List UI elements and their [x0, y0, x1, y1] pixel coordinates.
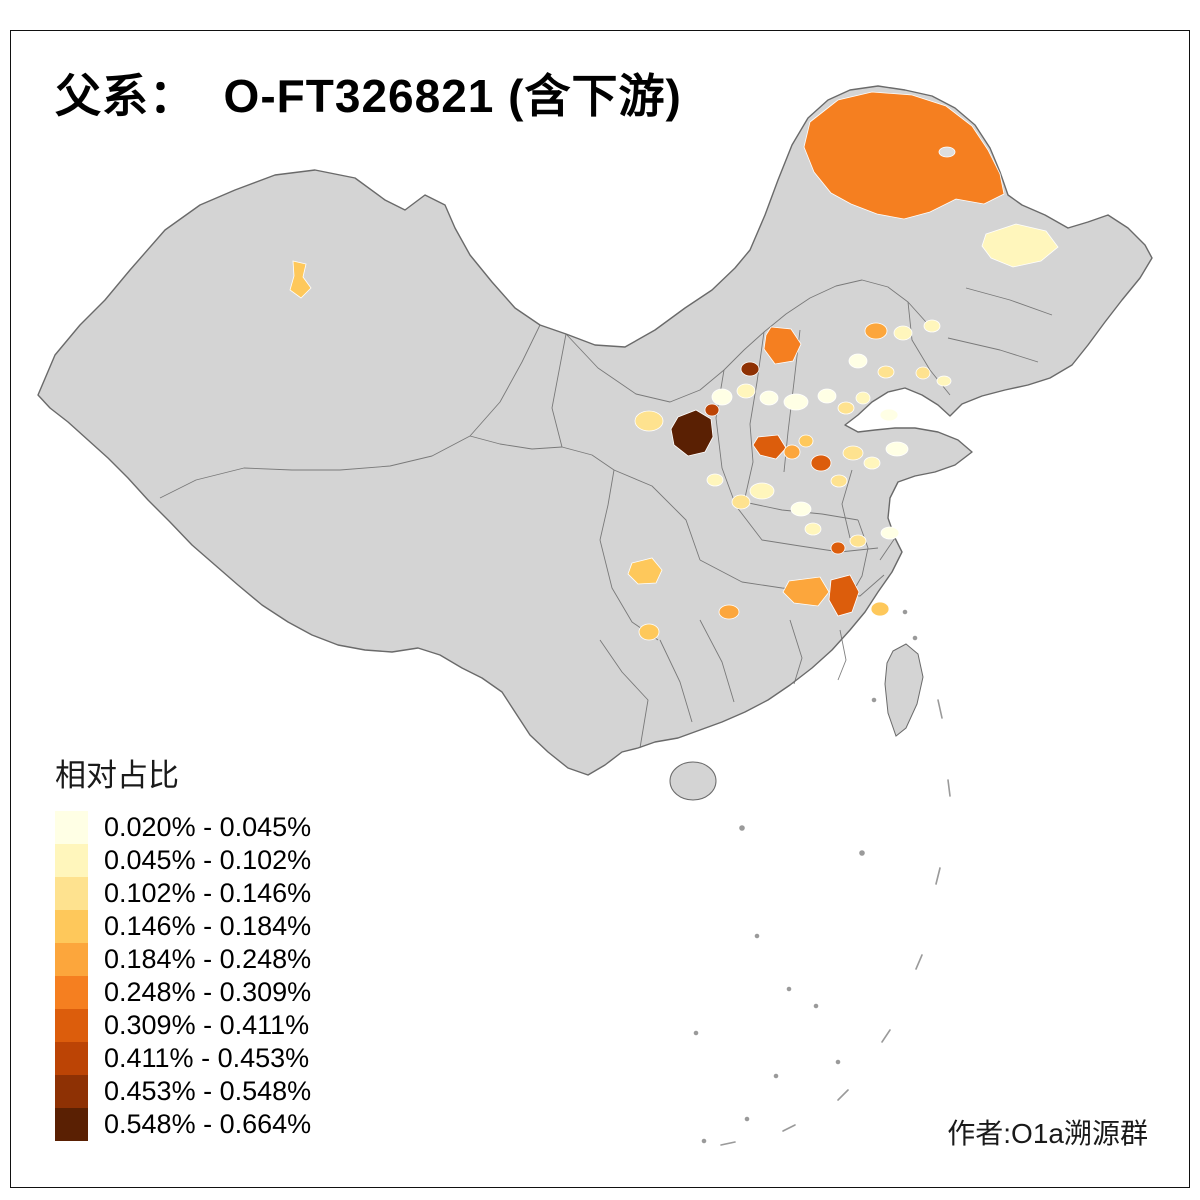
legend-label: 0.102% - 0.146%	[104, 878, 312, 908]
hainan-island	[669, 761, 717, 801]
legend: 相对占比 0.020% - 0.045% 0.045% - 0.102% 0.1…	[55, 750, 311, 1141]
legend-swatch	[55, 910, 88, 943]
map-region	[877, 365, 895, 379]
map-region	[817, 388, 837, 404]
legend-swatch	[55, 1009, 88, 1042]
map-region	[740, 361, 760, 377]
map-region	[711, 388, 733, 406]
map-region	[783, 393, 809, 411]
map-title: 父系： O-FT326821 (含下游)	[55, 70, 682, 122]
map-region	[830, 474, 848, 488]
legend-row: 0.248% - 0.309%	[55, 976, 311, 1009]
map-region	[810, 454, 832, 472]
map-region	[849, 534, 867, 548]
legend-row: 0.045% - 0.102%	[55, 844, 311, 877]
legend-label: 0.411% - 0.453%	[104, 1043, 310, 1073]
legend-rows: 0.020% - 0.045% 0.045% - 0.102% 0.102% -…	[55, 811, 311, 1141]
legend-label: 0.548% - 0.664%	[104, 1109, 312, 1139]
map-region	[706, 473, 724, 487]
legend-row: 0.309% - 0.411%	[55, 1009, 311, 1042]
legend-swatch	[55, 1108, 88, 1141]
legend-title: 相对占比	[55, 758, 179, 793]
map-region	[981, 223, 1059, 268]
map-region	[915, 366, 931, 380]
map-region	[638, 623, 660, 641]
map-region	[828, 574, 860, 617]
map-region	[893, 325, 913, 341]
map-region	[864, 322, 888, 340]
islands	[669, 643, 924, 801]
legend-row: 0.548% - 0.664%	[55, 1108, 311, 1141]
map-region	[880, 526, 900, 540]
map-region	[879, 408, 899, 422]
legend-swatch	[55, 1042, 88, 1075]
legend-label: 0.309% - 0.411%	[104, 1010, 310, 1040]
legend-label: 0.146% - 0.184%	[104, 911, 312, 941]
map-region	[731, 494, 751, 510]
map-region	[923, 319, 941, 333]
map-region	[848, 353, 868, 369]
legend-row: 0.146% - 0.184%	[55, 910, 311, 943]
map-region	[790, 501, 812, 517]
map-region	[837, 401, 855, 415]
legend-label: 0.248% - 0.309%	[104, 977, 312, 1007]
map-region	[782, 576, 830, 607]
map-region	[855, 391, 871, 405]
legend-row: 0.411% - 0.453%	[55, 1042, 311, 1075]
taiwan-island	[884, 643, 924, 737]
legend-row: 0.184% - 0.248%	[55, 943, 311, 976]
map-region	[749, 482, 775, 500]
legend-label: 0.020% - 0.045%	[104, 812, 312, 842]
legend-row: 0.020% - 0.045%	[55, 811, 311, 844]
colored-regions	[289, 91, 1059, 641]
map-region	[936, 375, 952, 387]
legend-row: 0.102% - 0.146%	[55, 877, 311, 910]
legend-label: 0.045% - 0.102%	[104, 845, 312, 875]
legend-swatch	[55, 811, 88, 844]
map-region	[830, 541, 846, 555]
map-region	[634, 410, 664, 432]
map-region	[798, 434, 814, 448]
map-region	[627, 557, 663, 585]
map-region	[783, 444, 801, 460]
legend-label: 0.184% - 0.248%	[104, 944, 312, 974]
map-region	[289, 260, 312, 299]
map-region	[759, 390, 779, 406]
map-region	[885, 441, 909, 457]
legend-swatch	[55, 943, 88, 976]
author-credit: 作者:O1a溯源群	[947, 1118, 1148, 1149]
map-region	[803, 91, 1005, 220]
inner-speck	[938, 146, 956, 158]
map-region	[718, 604, 740, 620]
map-region	[704, 403, 720, 417]
south-china-sea-islets	[693, 609, 951, 1146]
legend-label: 0.453% - 0.548%	[104, 1076, 312, 1106]
map-region	[870, 601, 890, 617]
map-region	[763, 326, 802, 365]
legend-row: 0.453% - 0.548%	[55, 1075, 311, 1108]
legend-swatch	[55, 844, 88, 877]
legend-swatch	[55, 976, 88, 1009]
map-region	[842, 445, 864, 461]
map-region	[804, 522, 822, 536]
china-mainland	[37, 85, 1153, 776]
legend-swatch	[55, 1075, 88, 1108]
map-region	[863, 456, 881, 470]
map-region	[736, 383, 756, 399]
map-region	[752, 434, 787, 460]
legend-swatch	[55, 877, 88, 910]
map-region	[670, 409, 714, 457]
